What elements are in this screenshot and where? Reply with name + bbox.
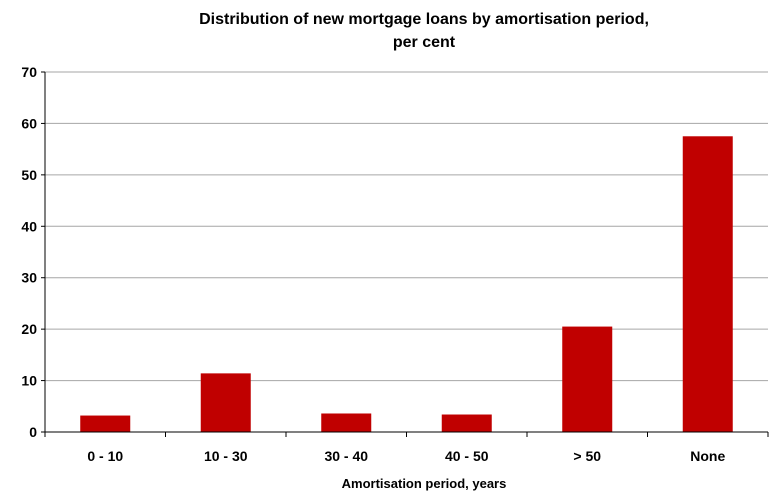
chart-title-line-2: per cent	[393, 34, 456, 51]
bar	[562, 326, 613, 432]
y-tick-label: 60	[21, 115, 37, 131]
bar	[682, 136, 733, 433]
x-axis-title: Amortisation period, years	[342, 476, 507, 491]
x-tick-label: > 50	[573, 448, 601, 464]
x-tick-label: 30 - 40	[324, 448, 368, 464]
y-tick-label: 70	[21, 64, 37, 80]
x-tick-label: 40 - 50	[445, 448, 489, 464]
y-tick-label: 40	[21, 218, 37, 234]
x-tick-label: 10 - 30	[204, 448, 248, 464]
x-tick-label: 0 - 10	[87, 448, 123, 464]
axes	[41, 71, 769, 437]
y-tick-label: 10	[21, 373, 37, 389]
y-tick-label: 20	[21, 321, 37, 337]
bar	[200, 373, 251, 432]
bars	[80, 136, 733, 433]
x-tick-label: None	[690, 448, 725, 464]
chart-title-line-1: Distribution of new mortgage loans by am…	[199, 11, 649, 28]
bar	[80, 415, 131, 432]
bar	[441, 414, 492, 432]
y-tick-labels: 0 10 20 30 40 50 60 70	[21, 64, 37, 440]
y-tick-label: 50	[21, 167, 37, 183]
gridlines	[45, 71, 768, 382]
y-tick-label: 0	[29, 424, 37, 440]
bar	[321, 413, 372, 432]
x-tick-labels: 0 - 10 10 - 30 30 - 40 40 - 50 > 50 None	[87, 448, 725, 464]
y-tick-label: 30	[21, 270, 37, 286]
